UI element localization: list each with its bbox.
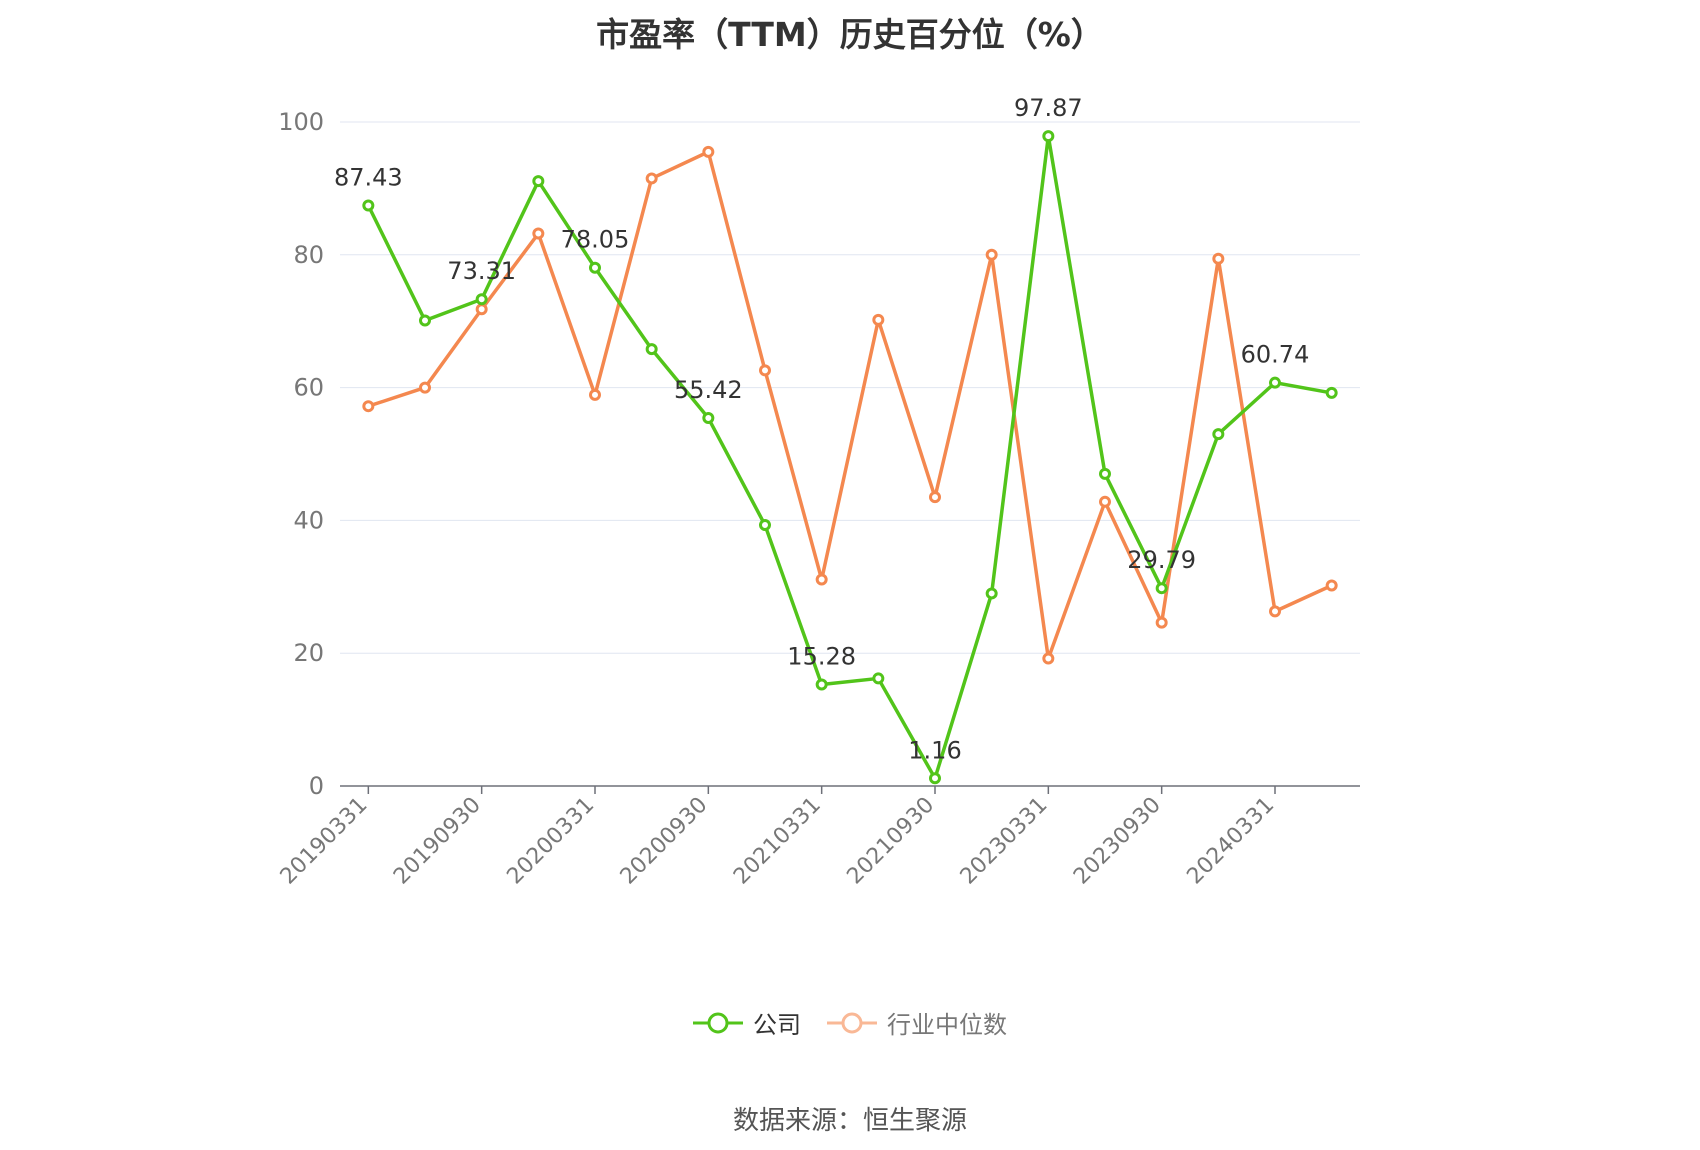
data-point-company: [1155, 582, 1168, 595]
y-tick-label: 40: [293, 506, 324, 534]
data-point-industry-median: [419, 381, 431, 394]
x-tick-label: 20200331: [502, 793, 599, 890]
series-line-industry-median: [367, 150, 1333, 661]
data-point-industry-median: [362, 400, 375, 413]
data-label: 55.42: [674, 376, 743, 404]
data-point-company: [985, 587, 998, 600]
data-point-industry-median: [1269, 605, 1281, 618]
y-tick-label: 100: [278, 108, 324, 136]
data-point-company: [1042, 130, 1055, 143]
x-tick-label: 20230331: [956, 793, 1053, 890]
x-tick-label: 20190930: [389, 793, 486, 890]
data-point-company: [1269, 376, 1281, 389]
legend-label-company: 公司: [753, 1011, 801, 1039]
legend-marker-company-icon: [693, 1012, 743, 1033]
data-label: 78.05: [561, 226, 630, 254]
y-tick-label: 20: [293, 639, 324, 667]
data-point-company: [1325, 386, 1338, 399]
data-point-industry-median: [1212, 252, 1225, 265]
legend-item-company[interactable]: 公司: [693, 1005, 801, 1040]
data-point-industry-median: [815, 573, 828, 586]
data-point-industry-median: [645, 172, 658, 185]
legend-item-industry-median[interactable]: 行业中位数: [827, 1005, 1007, 1040]
x-tick-label: 20230930: [1069, 793, 1166, 890]
x-tick-label: 20210930: [842, 793, 939, 890]
data-point-company: [929, 772, 941, 785]
data-label: 73.31: [447, 257, 516, 285]
data-point-industry-median: [929, 491, 941, 504]
data-label: 87.43: [334, 163, 403, 191]
gridlines: [340, 121, 1360, 654]
legend-marker-industry-median-icon: [827, 1012, 877, 1033]
data-labels: 87.43 73.31 78.05 55.42 15.28 1.16 97.87 29.79 6…: [334, 94, 1309, 764]
data-point-company: [589, 261, 601, 274]
data-point-company: [419, 314, 431, 327]
data-point-industry-median: [702, 145, 715, 158]
data-point-company: [759, 519, 771, 532]
x-tick-label: 20200930: [616, 793, 713, 890]
y-tick-label: 0: [309, 772, 324, 800]
data-label: 15.28: [787, 643, 856, 671]
data-point-company: [362, 199, 375, 212]
data-point-company: [872, 672, 885, 685]
data-point-industry-median: [589, 388, 601, 401]
data-point-industry-median: [985, 248, 998, 261]
source-note: 数据来源：恒生聚源: [732, 1106, 967, 1136]
data-label: 60.74: [1241, 341, 1310, 369]
y-tick-label: 80: [293, 241, 324, 269]
data-point-company: [702, 412, 715, 425]
data-label: 29.79: [1127, 546, 1196, 574]
y-tick-label: 60: [293, 374, 324, 402]
data-label: 97.87: [1014, 94, 1083, 122]
x-tick-label: 20210331: [729, 793, 826, 890]
x-tick-label: 20240331: [1182, 793, 1279, 890]
legend: 公司 行业中位数: [0, 1005, 1700, 1040]
data-point-industry-median: [872, 313, 885, 326]
chart-title: 市盈率（TTM）历史百分位（%）: [596, 15, 1104, 54]
series-line-company: [366, 134, 1332, 781]
data-point-industry-median: [1099, 495, 1111, 508]
data-point-industry-median: [1325, 579, 1338, 592]
data-point-industry-median: [1155, 616, 1168, 629]
legend-label-industry-median: 行业中位数: [887, 1011, 1007, 1039]
data-label: 1.16: [908, 736, 961, 764]
data-point-company: [475, 293, 488, 306]
data-point-industry-median: [1042, 652, 1055, 665]
data-point-industry-median: [759, 364, 771, 377]
series-lines: [362, 130, 1338, 785]
data-point-company: [645, 343, 658, 356]
data-point-company: [1099, 467, 1111, 480]
axes: 0 20 40 60 80 100 20190331 20190930 20200331 2020…: [276, 108, 1360, 889]
data-point-company: [532, 175, 545, 188]
data-point-industry-median: [532, 227, 545, 240]
x-tick-label: 20190331: [276, 793, 373, 890]
data-point-company: [1212, 428, 1225, 441]
data-point-company: [815, 678, 828, 691]
data-point-industry-median: [475, 303, 488, 316]
